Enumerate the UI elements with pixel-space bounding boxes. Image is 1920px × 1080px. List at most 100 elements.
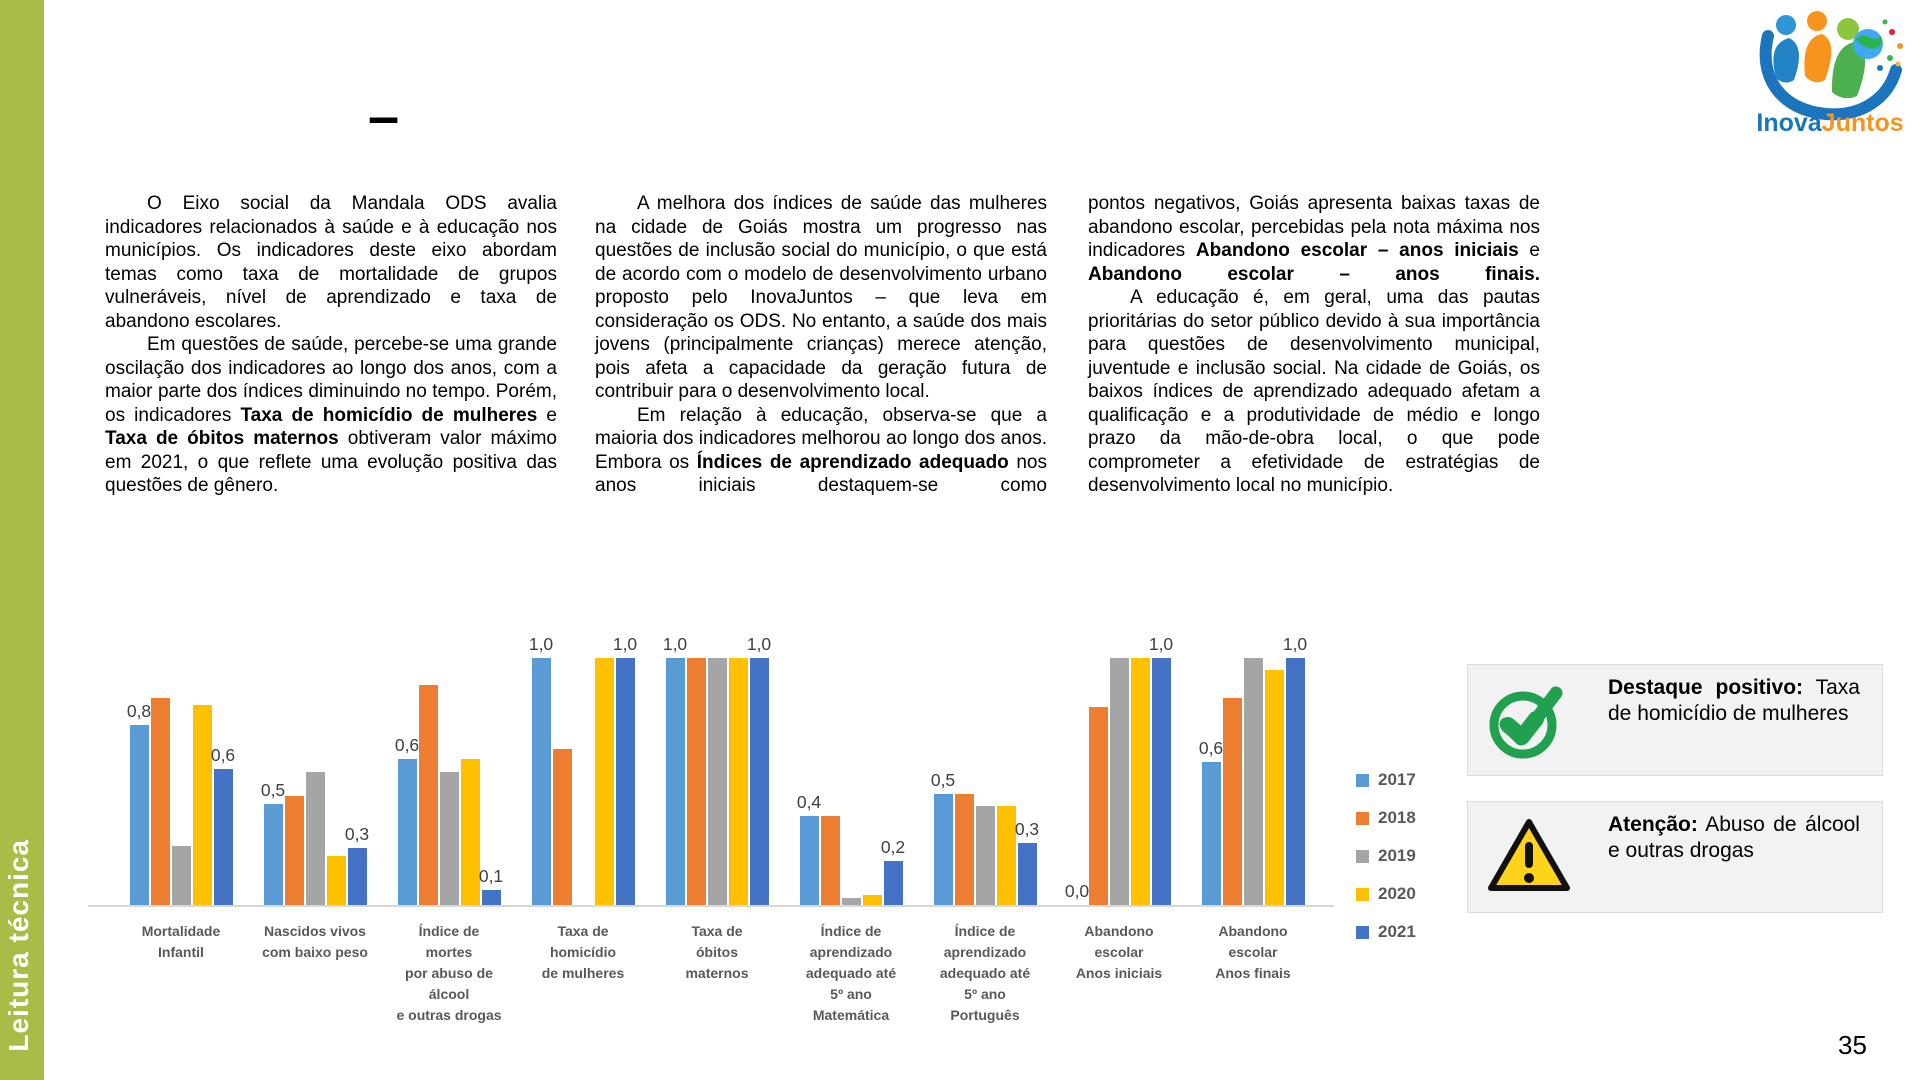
paragraph: O Eixo social da Mandala ODS avalia indi… — [105, 192, 557, 333]
bar-2018 — [820, 816, 840, 905]
body-text: A educação é, em geral, uma das pautas p… — [1088, 287, 1540, 496]
value-label: 0,6 — [1198, 738, 1224, 758]
text-column-2: A melhora dos índices de saúde das mulhe… — [595, 192, 1047, 498]
category-label-line: Índice de — [820, 923, 882, 939]
bold-text: Abandono escolar – anos iniciais — [1195, 240, 1519, 261]
paragraph: Em questões de saúde, percebe-se uma gra… — [105, 333, 557, 498]
legend-label: 2021 — [1378, 922, 1416, 941]
bar-2017 — [397, 759, 417, 905]
bar-2018 — [1222, 698, 1242, 905]
callout-positive-text: Destaque positivo: Taxa de homicídio de … — [1608, 675, 1860, 727]
bar-2019 — [1109, 658, 1129, 905]
legend-swatch-icon — [1356, 925, 1369, 939]
bar-2020 — [192, 705, 212, 905]
bar-2018 — [284, 796, 304, 905]
legend-label: 2018 — [1378, 808, 1416, 827]
bar-group: 0,5 0,3 — [248, 658, 382, 905]
category-label: Nascidos vivos com baixo peso — [248, 921, 382, 963]
value-label: 1,0 — [612, 634, 638, 654]
category-label-line: aprendizado — [943, 944, 1027, 960]
bar-2020 — [862, 895, 882, 905]
body-text: e — [537, 404, 557, 426]
legend-label: 2020 — [1378, 884, 1416, 903]
logo-text-juntos: Juntos — [1822, 109, 1904, 136]
bar-2021 — [1285, 658, 1305, 905]
title-dash: – — [368, 84, 400, 147]
category-label-line: Anos iniciais — [1075, 965, 1163, 981]
bar-2021 — [883, 861, 903, 905]
logo-text-inova: Inova — [1756, 109, 1822, 136]
inovajuntos-logo-icon: InovaJuntos — [1756, 11, 1904, 137]
value-label: 0,4 — [796, 792, 822, 812]
category-label-line: de mulheres — [541, 965, 625, 981]
bar-group: 0,4 0,2 — [784, 658, 918, 905]
bar-2018 — [552, 749, 572, 905]
value-label: 1,0 — [662, 634, 688, 654]
bold-text: Índices de aprendizado adequado — [696, 451, 1009, 473]
paragraph: A melhora dos índices de saúde das mulhe… — [595, 192, 1047, 404]
bar-2020 — [996, 806, 1016, 905]
category-label-line: mortes — [425, 944, 473, 960]
bar-2020 — [594, 658, 614, 905]
legend-swatch-icon — [1356, 773, 1369, 787]
value-label: 1,0 — [1282, 634, 1308, 654]
category-label-line: por abuso de — [405, 965, 493, 981]
category-label-line: escolar — [1228, 944, 1278, 960]
category-label-line: Infantil — [158, 944, 204, 960]
body-text: A melhora dos índices de saúde das mulhe… — [595, 193, 1047, 402]
category-label: Abandono escolar Anos iniciais — [1052, 921, 1186, 984]
category-label-line: Matemática — [812, 1007, 890, 1023]
category-label-line: Índice de — [954, 923, 1016, 939]
category-label: Abandono escolar Anos finais — [1186, 921, 1320, 984]
value-label: 0,6 — [394, 735, 420, 755]
legend-item: 2021 — [1356, 922, 1416, 942]
category-label-line: Nascidos vivos — [264, 923, 366, 939]
bar-group: 0,6 1,0 — [1186, 634, 1320, 905]
bar-2021 — [749, 658, 769, 905]
bar-2019 — [975, 806, 995, 905]
category-label-line: Abandono — [1218, 923, 1288, 939]
category-label-line: Anos finais — [1215, 965, 1291, 981]
bar-2021 — [1151, 658, 1171, 905]
side-band-label: Leitura técnica — [3, 839, 34, 1052]
callout-positive-title: Destaque positivo: — [1608, 676, 1804, 699]
category-label-line: aprendizado — [809, 944, 893, 960]
category-label-line: Índice de — [418, 923, 480, 939]
category-label-line: adequado até — [805, 965, 897, 981]
value-label: 0,2 — [880, 837, 906, 857]
category-label-line: Mortalidade — [141, 923, 221, 939]
category-label-line: Taxa de — [691, 923, 743, 939]
bar-2018 — [954, 794, 974, 905]
category-label: Mortalidade Infantil — [114, 921, 248, 963]
bar-2017 — [799, 816, 819, 905]
paragraph: A educação é, em geral, uma das pautas p… — [1088, 286, 1540, 498]
bar-group: 1,0 1,0 — [516, 634, 650, 905]
legend-swatch-icon — [1356, 849, 1369, 863]
category-label-line: homicídio — [549, 944, 617, 960]
check-circle-icon — [1489, 686, 1563, 759]
legend-item: 2018 — [1356, 808, 1416, 828]
warning-triangle-icon — [1488, 819, 1570, 891]
value-label: 0,5 — [260, 780, 286, 800]
bar-2019 — [841, 898, 861, 905]
bar-group: 0,0 1,0 — [1052, 634, 1186, 905]
category-label: Taxa de homicídio de mulheres — [516, 921, 650, 984]
category-label-line: escolar — [1094, 944, 1144, 960]
inovajuntos-logo: InovaJuntos — [1752, 8, 1908, 137]
category-label-line: Taxa de — [557, 923, 609, 939]
bar-2021 — [347, 848, 367, 905]
category-label-line: maternos — [685, 965, 749, 981]
value-label: 0,5 — [930, 770, 956, 790]
bar-2017 — [263, 804, 283, 905]
body-text: Em relação à educação, observa-se que a … — [595, 404, 1047, 473]
value-label: 0,0 — [1064, 881, 1090, 901]
body-text: pontos negativos, Goiás apresenta baixas… — [1088, 193, 1540, 261]
category-label-line: Português — [950, 1007, 1020, 1023]
category-label-line: e outras drogas — [396, 1007, 502, 1023]
value-label: 0,1 — [478, 866, 504, 886]
legend-swatch-icon — [1356, 811, 1369, 825]
bar-2017 — [1201, 762, 1221, 905]
body-text: obtiveram valor máximo em 2021, o que re… — [105, 428, 557, 496]
value-label: 0,3 — [344, 824, 370, 844]
chart-x-axis — [88, 905, 1334, 907]
